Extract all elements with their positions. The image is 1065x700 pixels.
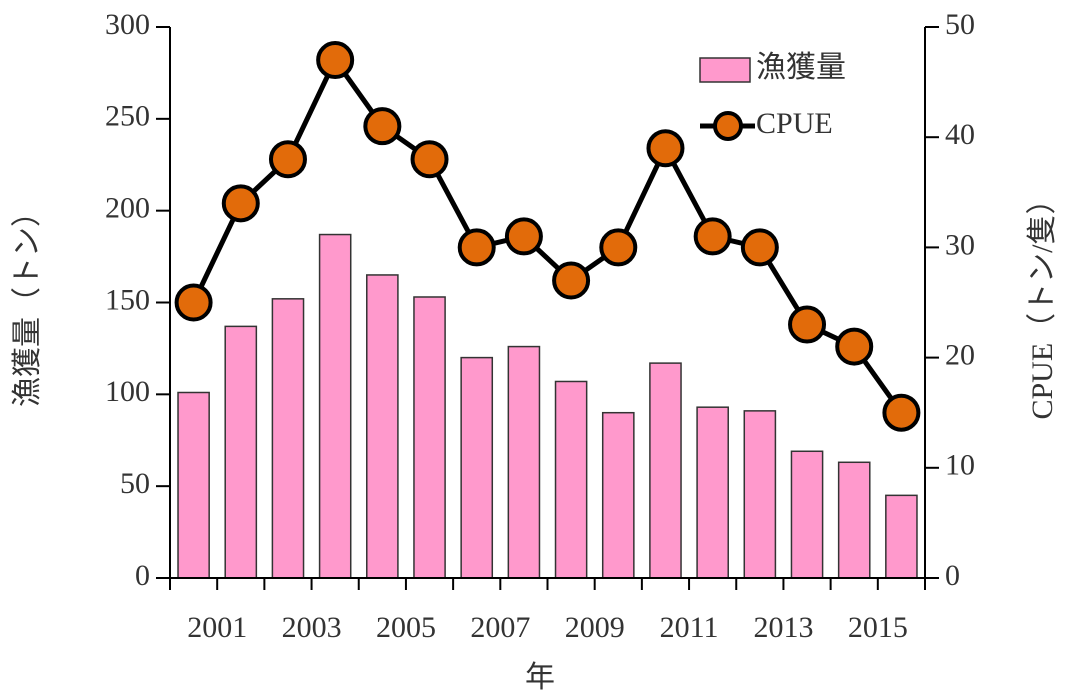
bar [601,411,635,579]
bar [224,325,258,579]
bar [413,296,446,579]
y-axis-label: 漁獲量（トン） [11,197,44,407]
legend-label: CPUE [756,107,833,140]
marker [457,228,496,267]
marker [268,140,307,179]
marker [363,107,402,146]
y-tick-label: 300 [105,8,150,41]
marker [410,140,449,179]
x-tick-label: 2005 [376,611,436,644]
marker [599,228,638,267]
bar [177,391,210,579]
x-tick-label: 2013 [753,611,813,644]
y2-tick-label: 30 [945,228,975,261]
y2-tick-label: 40 [945,118,975,151]
bar [318,233,352,579]
y-tick-label: 0 [135,559,150,592]
y-tick-label: 100 [105,375,150,408]
marker [882,393,921,432]
bar [554,380,588,579]
y2-tick-label: 50 [945,8,975,41]
y-tick-label: 250 [105,100,150,133]
marker [693,217,732,256]
marker [174,283,213,322]
y-tick-label: 150 [105,283,150,316]
bar [790,450,824,579]
bar [271,298,305,579]
bar [649,362,682,579]
bar [460,356,494,579]
y-tick-label: 50 [120,467,150,500]
y2-tick-label: 10 [945,449,975,482]
marker [646,129,685,168]
bar [507,345,541,579]
bar [696,406,729,579]
bar [366,274,399,579]
bar [885,494,918,579]
x-axis-label: 年 [525,661,555,694]
line [191,55,904,415]
marker [552,261,591,300]
y2-tick-label: 0 [945,559,960,592]
marker [788,305,827,344]
legend-marker [713,111,743,141]
y2-axis-label: CPUE（トン/隻） [1026,184,1059,419]
marker [740,228,779,267]
y2-tick-label: 20 [945,338,975,371]
x-tick-label: 2001 [187,611,247,644]
x-tick-label: 2011 [660,611,719,644]
bar [743,410,777,579]
marker [504,217,543,256]
x-tick-label: 2009 [565,611,625,644]
x-tick-label: 2015 [848,611,908,644]
marker [835,327,874,366]
marker [221,184,260,223]
bar [837,461,871,579]
y-tick-label: 200 [105,192,150,225]
legend-swatch [699,57,751,83]
x-tick-label: 2003 [282,611,342,644]
marker [316,41,355,80]
x-tick-label: 2007 [470,611,530,644]
legend-label: 漁獲量 [756,51,846,84]
